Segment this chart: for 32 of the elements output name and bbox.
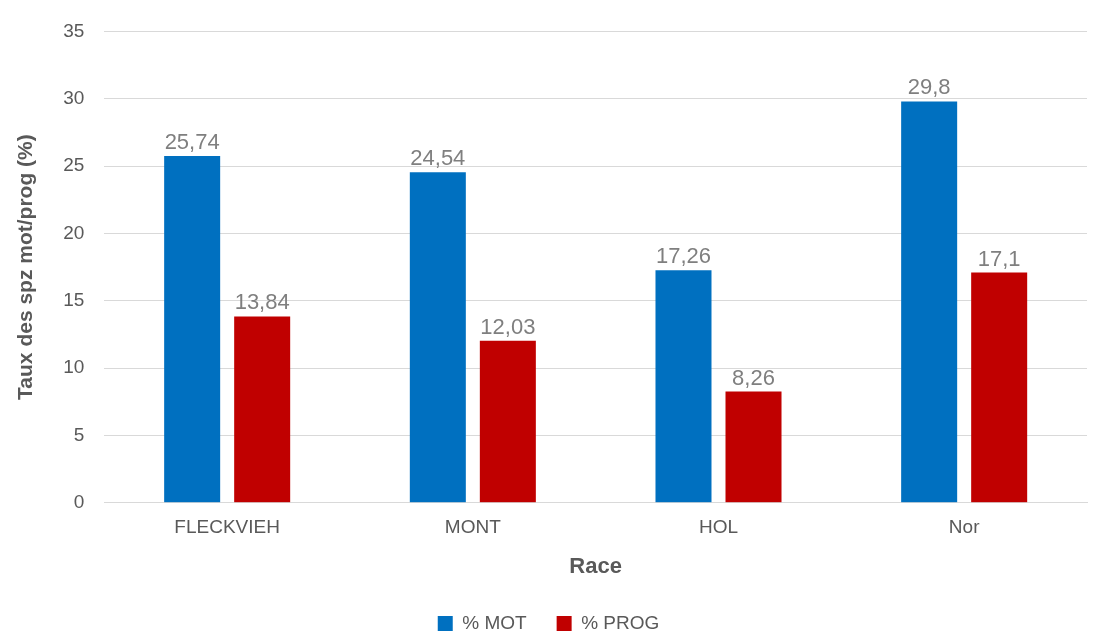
y-axis-title: Taux des spz mot/prog (%): [13, 134, 37, 400]
x-tick-label: HOL: [698, 516, 739, 538]
data-label: 12,03: [480, 313, 536, 339]
x-tick-label: FLECKVIEH: [174, 516, 280, 538]
data-label: 8,26: [732, 364, 775, 390]
y-tick-label: 10: [63, 356, 85, 378]
data-label: 17,26: [655, 243, 712, 269]
y-tick-label: 0: [73, 491, 85, 513]
data-label: 29,8: [907, 74, 951, 100]
bar: [971, 272, 1028, 503]
y-tick-label: 25: [63, 154, 85, 176]
x-tick-label: Nor: [948, 516, 981, 538]
bar: [901, 101, 958, 503]
data-label: 13,84: [234, 289, 290, 315]
bar: [409, 172, 466, 503]
data-label: 24,54: [410, 145, 466, 171]
y-tick-label: 20: [63, 221, 85, 243]
y-tick-label: 30: [63, 86, 85, 108]
data-label: 17,1: [977, 245, 1021, 271]
y-tick-label: 35: [63, 19, 85, 41]
x-tick-label: MONT: [444, 516, 502, 538]
bar: [655, 270, 712, 503]
legend-label: % PROG: [581, 611, 660, 633]
data-label: 25,74: [164, 129, 220, 155]
bar: [164, 156, 221, 503]
y-tick-label: 15: [63, 289, 85, 311]
bar: [479, 340, 536, 503]
bar: [234, 316, 291, 503]
bar: [725, 391, 782, 503]
y-tick-label: 5: [73, 423, 85, 445]
x-axis-title: Race: [569, 552, 622, 578]
legend-label: % MOT: [462, 611, 528, 633]
